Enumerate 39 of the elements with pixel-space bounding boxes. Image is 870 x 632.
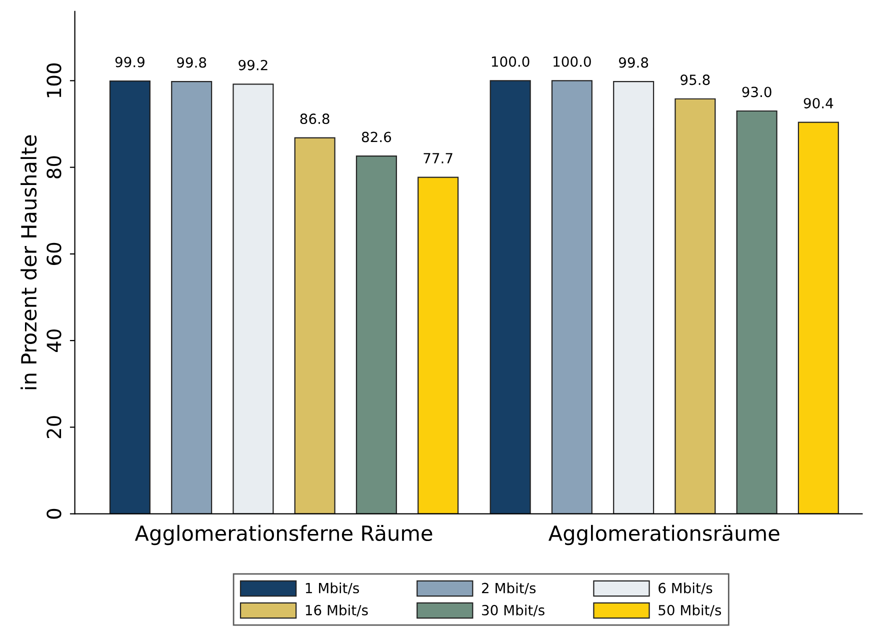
- x-tick-label: Agglomerationsferne Räume: [134, 524, 432, 546]
- bar: [551, 80, 592, 514]
- bar: [490, 80, 531, 514]
- bar: [674, 98, 716, 514]
- data-label: 100.0: [492, 56, 530, 67]
- bar: [232, 84, 274, 514]
- y-axis-title: in Prozent der Haushalte: [20, 135, 37, 390]
- bar: [109, 80, 150, 514]
- data-label: 86.8: [300, 114, 330, 124]
- y-tick-label: 60: [46, 242, 62, 265]
- y-tick-label: 80: [46, 156, 62, 178]
- bar: [798, 122, 839, 514]
- legend-label: 6 Mbit/s: [658, 582, 712, 594]
- data-label: 90.4: [804, 98, 834, 108]
- bar: [613, 80, 654, 514]
- data-label: 99.9: [115, 56, 144, 68]
- bar: [736, 110, 778, 514]
- y-tick-label: 20: [46, 416, 62, 438]
- data-label: 77.7: [424, 153, 452, 164]
- bar: [418, 176, 459, 514]
- data-label: 100.0: [554, 56, 591, 67]
- bar: [294, 137, 336, 514]
- data-label: 93.0: [742, 86, 772, 98]
- data-label: 95.8: [680, 74, 710, 86]
- legend-label: 2 Mbit/s: [482, 582, 536, 594]
- bar: [356, 155, 397, 514]
- legend-label: 1 Mbit/s: [306, 582, 359, 594]
- bar: [171, 80, 212, 514]
- x-tick-label: Agglomerationsräume: [548, 524, 780, 546]
- y-tick-label: 40: [46, 329, 62, 352]
- legend-label: 30 Mbit/s: [482, 604, 544, 616]
- data-label: 99.8: [618, 57, 648, 68]
- legend-label: 16 Mbit/s: [306, 604, 368, 616]
- data-label: 82.6: [362, 132, 392, 142]
- legend-label: 50 Mbit/s: [658, 604, 722, 616]
- data-label: 99.8: [177, 57, 206, 68]
- y-tick-label: 0: [46, 508, 62, 519]
- data-label: 99.2: [238, 60, 268, 70]
- y-tick-label: 100: [46, 63, 62, 98]
